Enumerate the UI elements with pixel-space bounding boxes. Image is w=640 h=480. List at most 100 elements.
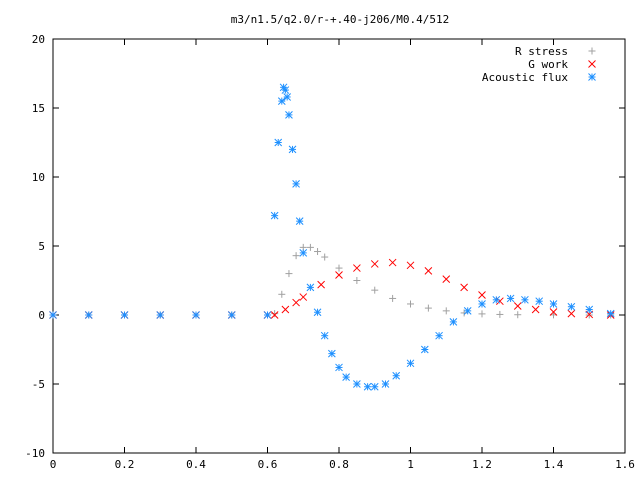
data-point (270, 311, 279, 319)
y-axis: -10 -5 0 5 10 15 20 (25, 33, 625, 460)
x-tick-label: 1 (407, 458, 414, 471)
data-point (274, 138, 283, 147)
data-point (567, 302, 576, 311)
series-asterisk (49, 83, 615, 391)
data-point (292, 180, 300, 188)
data-point (292, 252, 300, 260)
x-tick-label: 0.8 (329, 458, 349, 471)
y-tick-label: -10 (25, 447, 45, 460)
data-point (370, 260, 379, 268)
data-point (306, 283, 315, 292)
legend-marker (588, 60, 596, 68)
data-point (335, 363, 343, 372)
x-tick-label: 0.6 (258, 458, 278, 471)
data-point (549, 300, 558, 308)
data-point (424, 304, 432, 312)
data-point (156, 311, 165, 319)
x-tick-label: 1.4 (544, 458, 564, 471)
chart-title: m3/n1.5/q2.0/r-+.40-j206/M0.4/512 (231, 13, 450, 26)
data-point (321, 253, 329, 261)
data-point (406, 359, 415, 368)
y-tick-label: 5 (38, 240, 45, 253)
data-point (506, 294, 515, 303)
data-point (281, 86, 290, 94)
data-point (442, 307, 450, 315)
data-point (84, 311, 93, 319)
data-point (292, 298, 300, 307)
x-tick-label: 0 (50, 458, 57, 471)
data-point (407, 300, 414, 308)
data-point (435, 331, 443, 340)
data-point (392, 371, 401, 380)
data-point (381, 380, 390, 388)
data-point (478, 291, 486, 299)
data-point (317, 280, 325, 289)
legend-label: G work (528, 58, 568, 71)
data-point (353, 264, 361, 272)
y-tick-label: 15 (32, 102, 45, 115)
data-point (299, 293, 308, 301)
data-point (283, 93, 292, 101)
data-point (449, 318, 458, 326)
legend-marker (588, 73, 596, 81)
data-point (353, 380, 361, 388)
data-point (285, 270, 293, 278)
series-cross (49, 258, 615, 319)
data-point (514, 311, 522, 319)
data-point (271, 310, 279, 318)
x-tick-label: 0.4 (186, 458, 206, 471)
data-point (460, 309, 468, 317)
data-point (442, 275, 451, 283)
legend-marker (588, 47, 596, 55)
data-point (420, 345, 429, 354)
data-point (192, 311, 200, 319)
x-axis: 0 0.2 0.4 0.6 0.8 1 1.2 1.4 1.6 (50, 39, 635, 471)
data-point (406, 261, 415, 270)
data-point (567, 309, 576, 318)
y-tick-label: 20 (32, 33, 45, 46)
data-point (606, 309, 615, 318)
data-point (288, 145, 297, 154)
data-point (306, 243, 314, 251)
data-point (49, 311, 57, 319)
data-point (299, 249, 308, 257)
data-point (463, 307, 472, 315)
data-point (313, 308, 322, 317)
data-point (496, 310, 504, 318)
legend-label: R stress (515, 45, 568, 58)
data-point (277, 97, 286, 105)
data-point (314, 248, 322, 256)
data-point (478, 310, 486, 318)
data-point (549, 308, 558, 316)
data-point (335, 264, 343, 272)
data-point (327, 349, 336, 358)
data-point (335, 271, 343, 279)
data-point (353, 277, 361, 284)
data-point (460, 283, 468, 292)
data-point (424, 266, 433, 275)
series-layer (49, 83, 615, 391)
data-point (370, 382, 379, 391)
data-point (285, 111, 293, 119)
x-tick-label: 0.2 (115, 458, 135, 471)
data-point (585, 305, 594, 314)
data-point (227, 311, 236, 319)
y-tick-label: -5 (32, 378, 45, 391)
data-point (270, 211, 279, 220)
data-point (120, 311, 129, 319)
legend-label: Acoustic flux (482, 71, 568, 84)
series-plus (49, 243, 615, 319)
x-tick-label: 1.6 (615, 458, 635, 471)
data-point (513, 302, 522, 310)
data-point (531, 305, 540, 314)
data-point (389, 294, 397, 302)
data-point (281, 305, 290, 314)
y-tick-label: 0 (38, 309, 45, 322)
data-point (320, 331, 329, 340)
y-tick-label: 10 (32, 171, 45, 184)
data-point (521, 295, 529, 304)
data-point (478, 300, 486, 308)
data-point (363, 382, 372, 391)
